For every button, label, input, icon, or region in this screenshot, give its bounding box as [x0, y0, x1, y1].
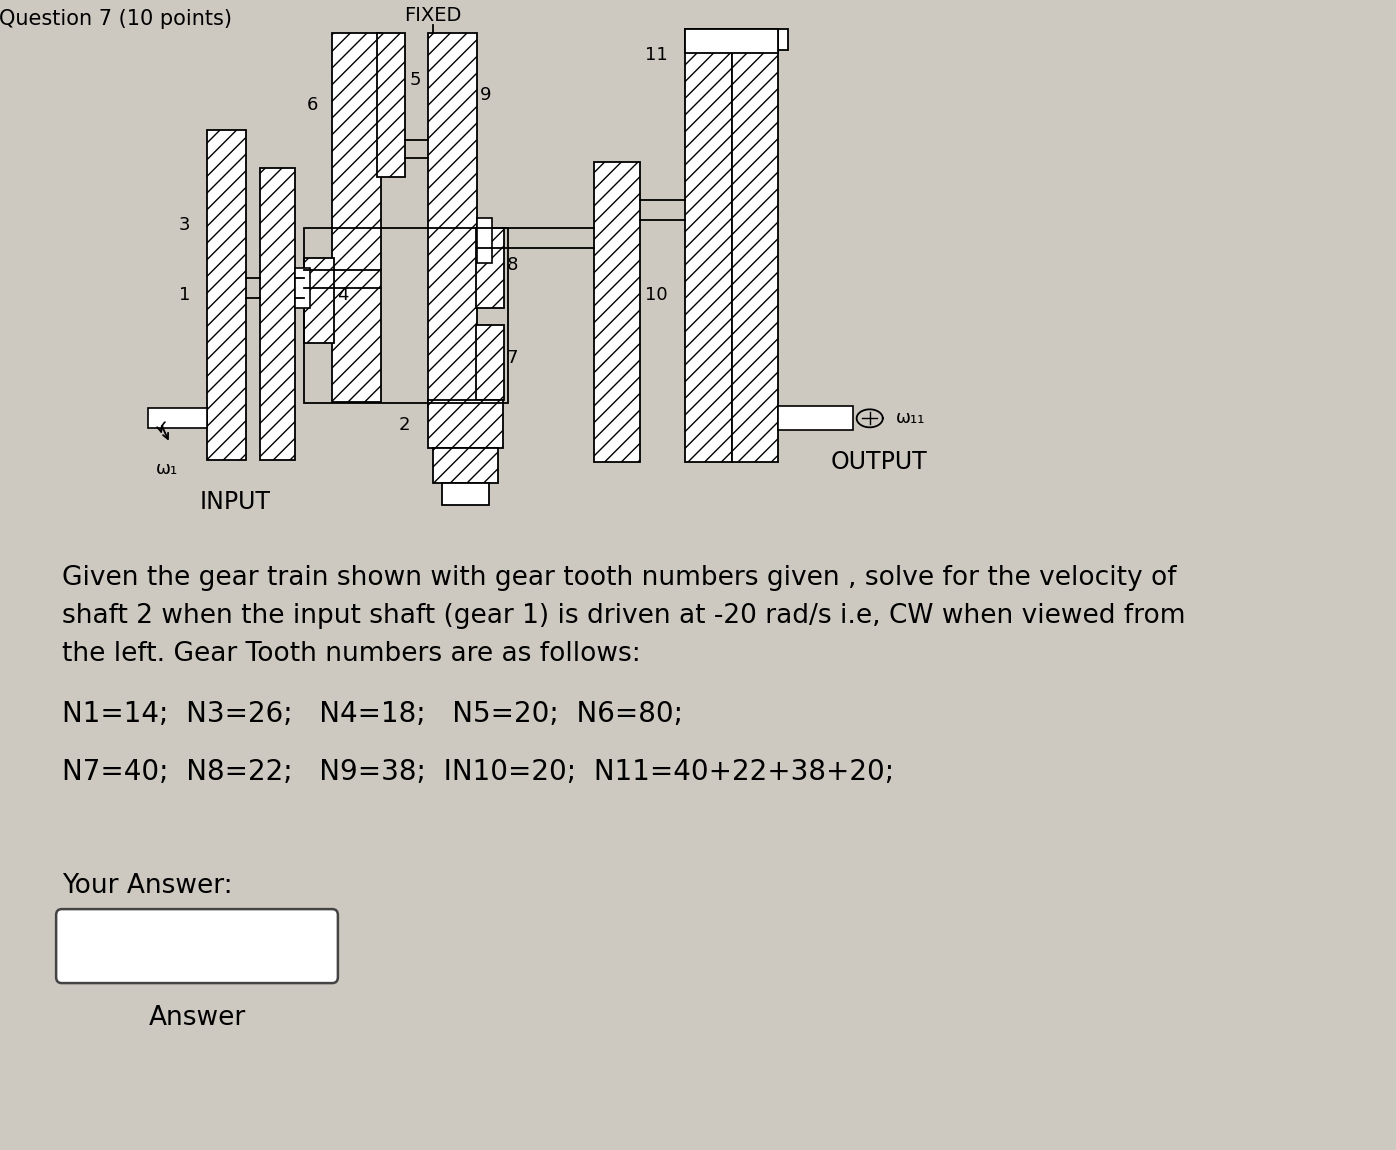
Text: 8: 8	[507, 256, 518, 275]
Bar	[476, 325, 504, 400]
Bar	[304, 259, 334, 344]
Bar	[476, 229, 504, 308]
Text: ω₁: ω₁	[156, 460, 179, 478]
Bar	[429, 400, 503, 448]
Text: Answer: Answer	[148, 1005, 246, 1032]
Bar	[593, 162, 641, 462]
Bar	[732, 29, 778, 462]
Text: ω₁₁: ω₁₁	[896, 409, 926, 428]
Text: N7=40;  N8=22;   N9=38;  ΙN10=20;  N11=40+22+38+20;: N7=40; N8=22; N9=38; ΙN10=20; N11=40+22+…	[61, 758, 893, 787]
Bar	[778, 406, 853, 430]
Bar	[304, 229, 508, 404]
Bar	[685, 29, 732, 462]
Text: INPUT: INPUT	[200, 490, 271, 514]
Text: Given the gear train shown with gear tooth numbers given , solve for the velocit: Given the gear train shown with gear too…	[61, 566, 1177, 591]
Bar	[477, 218, 491, 263]
Bar	[443, 483, 489, 505]
Bar	[260, 168, 295, 460]
Text: 9: 9	[480, 86, 491, 105]
Text: FIXED: FIXED	[405, 6, 462, 24]
Text: 6: 6	[307, 97, 318, 115]
Bar	[377, 32, 405, 177]
Bar	[685, 29, 787, 51]
Text: OUTPUT: OUTPUT	[831, 451, 927, 474]
Text: Question 7 (10 points): Question 7 (10 points)	[0, 8, 232, 29]
Text: 4: 4	[336, 286, 349, 305]
Text: 10: 10	[645, 286, 667, 305]
Bar	[207, 130, 247, 460]
Bar	[332, 32, 381, 402]
Text: the left. Gear Tooth numbers are as follows:: the left. Gear Tooth numbers are as foll…	[61, 642, 641, 667]
FancyBboxPatch shape	[56, 910, 338, 983]
Text: 1: 1	[179, 286, 190, 305]
Bar	[148, 408, 207, 428]
Bar	[685, 29, 778, 54]
Text: 3: 3	[179, 216, 190, 235]
Text: N1=14;  N3=26;   N4=18;   N5=20;  N6=80;: N1=14; N3=26; N4=18; N5=20; N6=80;	[61, 700, 683, 728]
Text: 2: 2	[398, 416, 410, 435]
Text: 7: 7	[507, 350, 518, 367]
Bar	[433, 448, 498, 483]
Text: shaft 2 when the input shaft (gear 1) is driven at -20 rad/s i.e, CW when viewed: shaft 2 when the input shaft (gear 1) is…	[61, 604, 1185, 629]
Bar	[295, 268, 310, 308]
Text: 11: 11	[645, 46, 669, 64]
Bar	[429, 32, 477, 407]
Text: Your Answer:: Your Answer:	[61, 873, 232, 899]
Text: 5: 5	[410, 71, 422, 90]
